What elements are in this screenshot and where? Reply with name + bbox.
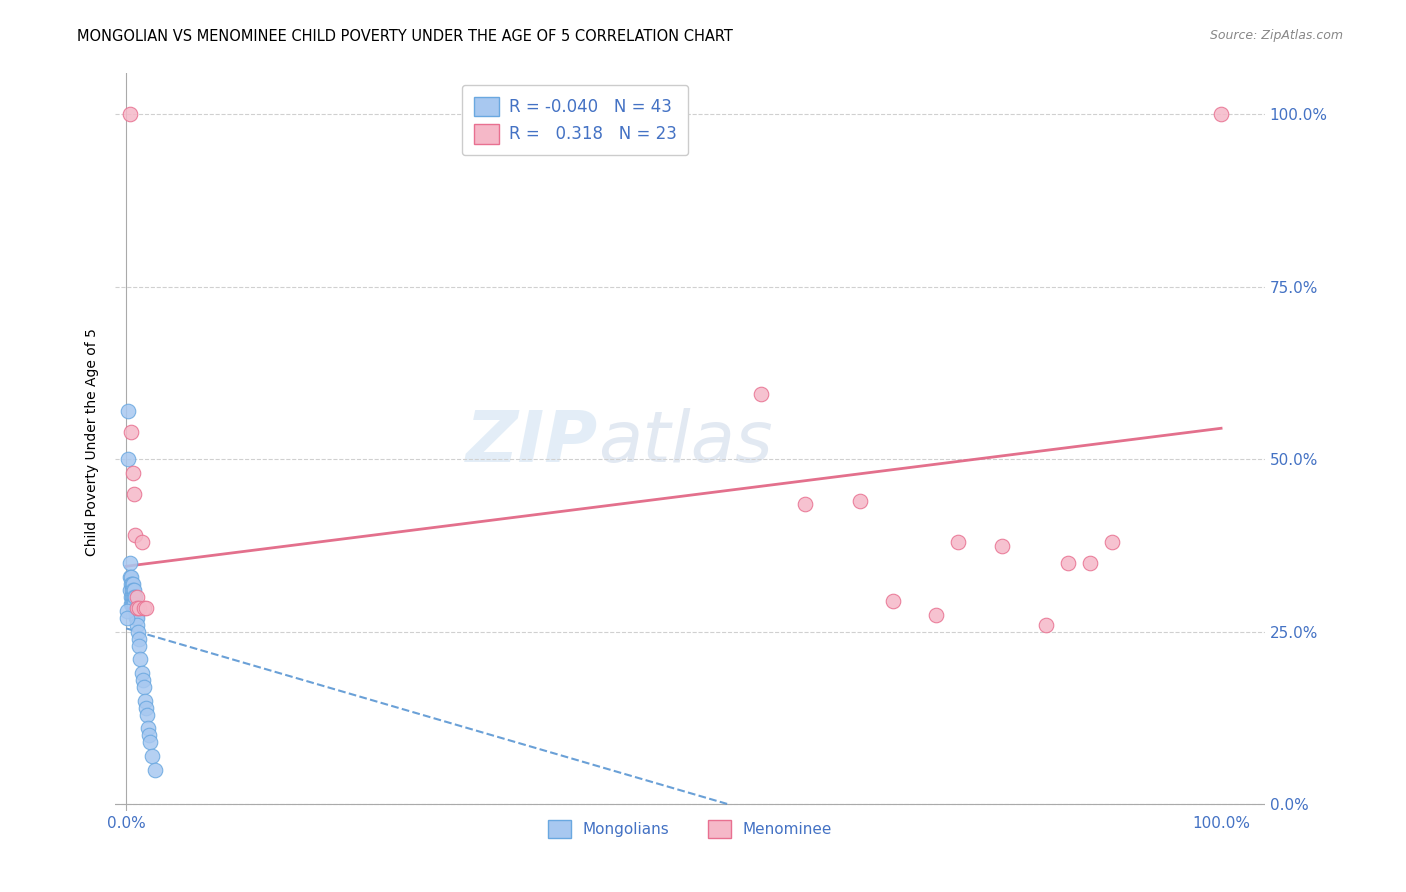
Point [1056, 556, 1078, 570]
Point [1101, 535, 1123, 549]
Point [117, 404, 139, 418]
Point [124, 604, 146, 618]
Text: ZIP: ZIP [465, 408, 598, 476]
Point [117, 452, 139, 467]
Point [135, 700, 157, 714]
Point [121, 583, 143, 598]
Point [138, 728, 160, 742]
Point [132, 680, 155, 694]
Point [136, 707, 159, 722]
Point [118, 107, 141, 121]
Legend: Mongolians, Menominee: Mongolians, Menominee [541, 814, 838, 844]
Point [749, 386, 772, 401]
Point [122, 583, 145, 598]
Point [120, 576, 142, 591]
Point [120, 591, 142, 605]
Point [136, 722, 159, 736]
Point [118, 556, 141, 570]
Point [925, 607, 948, 622]
Point [118, 569, 141, 583]
Point [121, 591, 143, 605]
Point [132, 600, 155, 615]
Point [127, 624, 149, 639]
Point [122, 597, 145, 611]
Point [882, 593, 904, 607]
Point [121, 576, 143, 591]
Point [124, 528, 146, 542]
Point [135, 600, 157, 615]
Point [118, 583, 141, 598]
Point [141, 749, 163, 764]
Point [128, 639, 150, 653]
Point [948, 535, 970, 549]
Point [143, 763, 166, 777]
Point [121, 583, 143, 598]
Point [991, 539, 1014, 553]
Point [120, 597, 142, 611]
Point [1078, 556, 1101, 570]
Point [121, 576, 143, 591]
Point [121, 591, 143, 605]
Point [120, 425, 142, 439]
Point [125, 604, 148, 618]
Point [127, 591, 149, 605]
Text: MONGOLIAN VS MENOMINEE CHILD POVERTY UNDER THE AGE OF 5 CORRELATION CHART: MONGOLIAN VS MENOMINEE CHILD POVERTY UND… [77, 29, 733, 44]
Text: atlas: atlas [598, 408, 773, 476]
Point [122, 487, 145, 501]
Point [131, 666, 153, 681]
Point [127, 600, 149, 615]
Point [117, 611, 139, 625]
Y-axis label: Child Poverty Under the Age of 5: Child Poverty Under the Age of 5 [86, 328, 100, 556]
Point [128, 632, 150, 646]
Point [849, 493, 872, 508]
Point [127, 618, 149, 632]
Point [131, 673, 153, 687]
Text: Source: ZipAtlas.com: Source: ZipAtlas.com [1209, 29, 1343, 42]
Point [121, 466, 143, 480]
Point [122, 591, 145, 605]
Point [121, 597, 143, 611]
Point [124, 591, 146, 605]
Point [134, 694, 156, 708]
Point [1209, 107, 1232, 121]
Point [127, 611, 149, 625]
Point [120, 569, 142, 583]
Point [794, 497, 817, 511]
Point [131, 535, 153, 549]
Point [129, 652, 152, 666]
Point [117, 604, 139, 618]
Point [128, 600, 150, 615]
Point [125, 611, 148, 625]
Point [1035, 618, 1057, 632]
Point [139, 735, 162, 749]
Point [121, 597, 143, 611]
